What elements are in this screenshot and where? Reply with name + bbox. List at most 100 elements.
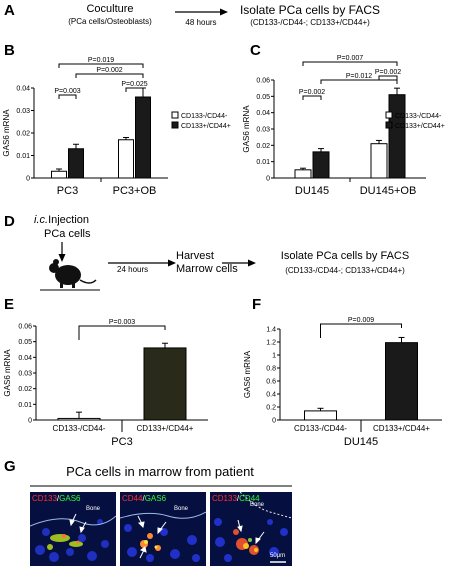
y-tick-label: 1 xyxy=(272,353,276,360)
p-value-label: P=0.002 xyxy=(96,67,122,74)
p-value-label: P=0.002 xyxy=(299,89,325,96)
significance-bracket xyxy=(58,63,144,68)
bar xyxy=(388,94,406,179)
micrograph-2-label: CD44/GAS6 xyxy=(122,494,167,503)
p-value-label: P=0.002 xyxy=(375,69,401,76)
y-tick-label: 0 xyxy=(28,418,32,425)
bar xyxy=(312,151,330,179)
coculture-title: Coculture xyxy=(86,3,134,15)
isolate-title-a: Isolate PCa cells by FACS xyxy=(239,3,381,17)
bar xyxy=(143,347,187,421)
significance-bracket xyxy=(302,95,322,100)
panel-label-f: F xyxy=(252,296,262,313)
y-tick-label: 0.02 xyxy=(256,143,270,150)
bar xyxy=(385,342,418,421)
panel-label-d: D xyxy=(4,213,15,230)
y-tick-label: 0.02 xyxy=(16,131,30,138)
significance-bracket xyxy=(302,61,398,66)
significance-bracket xyxy=(378,75,398,80)
micrograph-2: CD44/GAS6 Bone xyxy=(120,492,206,566)
legend-label: CD133-/CD44- xyxy=(395,113,442,120)
micrograph-1-label: CD133/GAS6 xyxy=(32,494,81,503)
p-value-label: P=0.003 xyxy=(109,319,135,326)
y-tick-label: 0.01 xyxy=(16,153,30,160)
panel-label-b: B xyxy=(4,42,15,59)
significance-bracket xyxy=(75,73,144,78)
y-tick-label: 0.6 xyxy=(266,379,276,386)
mouse-icon xyxy=(40,259,100,291)
x-category-label: DU145 xyxy=(295,185,329,197)
y-tick-label: 0.02 xyxy=(18,386,32,393)
x-category-label: CD133+/CD44+ xyxy=(373,424,430,433)
chart-e: 0 0.01 0.02 0.03 0.04 0.05 0.06 GAS6 mRNA CD133-… xyxy=(3,319,208,448)
panel-g-rule xyxy=(30,485,292,487)
mouse-diagram xyxy=(40,242,256,291)
harvest-title: Harvest xyxy=(176,250,214,262)
micrograph-3: CD133/CD44 Bone 50μm xyxy=(210,492,292,566)
y-tick-label: 0.2 xyxy=(266,405,276,412)
p-value-label: P=0.012 xyxy=(346,73,372,80)
coculture-subtitle: (PCa cells/Osteoblasts) xyxy=(68,17,152,26)
x-category-label: PC3+OB xyxy=(113,185,157,197)
micrograph-1-bone: Bone xyxy=(86,506,101,512)
p-value-label: P=0.025 xyxy=(121,81,147,88)
y-tick-label: 0 xyxy=(26,176,30,183)
legend-swatch xyxy=(171,111,179,119)
y-tick-label: 0.04 xyxy=(256,110,270,117)
x-axis-label: DU145 xyxy=(344,436,378,448)
y-tick-label: 0 xyxy=(266,176,270,183)
significance-bracket xyxy=(320,323,402,338)
y-tick-label: 0.05 xyxy=(256,94,270,101)
y-tick-label: 0.4 xyxy=(266,392,276,399)
y-tick-label: 0 xyxy=(272,418,276,425)
y-axis-label: GAS6 mRNA xyxy=(242,105,251,153)
y-axis-label: GAS6 mRNA xyxy=(2,109,11,157)
y-tick-label: 0.05 xyxy=(18,339,32,346)
legend-swatch xyxy=(385,121,393,129)
chart-f: 0 0.2 0.4 0.6 0.8 1 1.2 1.4 GAS6 mRNA CD133-/CD44… xyxy=(243,317,442,448)
y-axis-label: GAS6 mRNA xyxy=(3,349,12,397)
arrow-a xyxy=(175,8,228,16)
significance-bracket xyxy=(58,94,77,99)
p-value-label: P=0.019 xyxy=(88,57,114,64)
y-tick-label: 0.03 xyxy=(16,108,30,115)
y-tick-label: 1.2 xyxy=(266,340,276,347)
x-category-label: CD133-/CD44- xyxy=(294,424,347,433)
bar xyxy=(68,148,84,179)
panel-label-a: A xyxy=(4,2,15,19)
x-category-label: PC3 xyxy=(57,185,78,197)
legend-swatch xyxy=(171,121,179,129)
bar xyxy=(135,96,151,179)
significance-bracket xyxy=(125,87,144,92)
panel-label-e: E xyxy=(4,296,15,313)
panel-label-c: C xyxy=(250,42,261,59)
y-tick-label: 0.06 xyxy=(256,78,270,85)
panel-label-g: G xyxy=(4,458,16,475)
p-value-label: P=0.003 xyxy=(54,88,80,95)
micrograph-1: CD133/GAS6 Bone xyxy=(30,492,116,566)
significance-bracket xyxy=(320,79,398,84)
x-category-label: DU145+OB xyxy=(360,185,417,197)
y-tick-label: 0.03 xyxy=(18,371,32,378)
chart-b: 0 0.01 0.02 0.03 0.04 GAS6 mRNA PC3 PC3+OB CD133… xyxy=(2,57,231,197)
isolate-title-d: Isolate PCa cells by FACS xyxy=(280,250,410,262)
injection-subtitle: PCa cells xyxy=(44,228,91,240)
arrow-a-label: 48 hours xyxy=(185,18,217,27)
x-category-label: CD133+/CD44+ xyxy=(137,424,194,433)
y-tick-label: 0.01 xyxy=(18,402,32,409)
legend-label: CD133+/CD44+ xyxy=(395,123,445,130)
injection-title: i.c.Injection xyxy=(34,214,90,226)
legend-label: CD133+/CD44+ xyxy=(181,123,231,130)
micrograph-2-bone: Bone xyxy=(174,506,189,512)
isolate-subtitle-a: (CD133-/CD44-; CD133+/CD44+) xyxy=(250,18,370,27)
arrow-d-label: 24 hours xyxy=(117,265,149,274)
y-tick-label: 0.8 xyxy=(266,366,276,373)
y-tick-label: 0.03 xyxy=(256,127,270,134)
bar xyxy=(370,143,388,179)
p-value-label: P=0.009 xyxy=(348,317,374,324)
harvest-subtitle: Marrow cells xyxy=(176,263,238,275)
bar xyxy=(304,410,337,421)
y-tick-label: 1.4 xyxy=(266,327,276,334)
micrograph-3-label: CD133/CD44 xyxy=(212,494,260,503)
y-tick-label: 0.04 xyxy=(16,86,30,93)
